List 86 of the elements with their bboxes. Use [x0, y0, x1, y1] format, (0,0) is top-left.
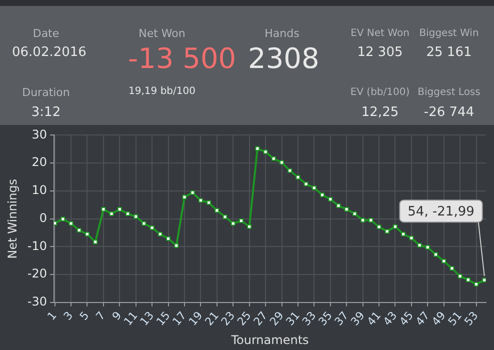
point	[304, 182, 308, 186]
point	[222, 214, 228, 220]
point	[206, 200, 212, 205]
point	[328, 197, 333, 202]
x-tick-label: 3	[61, 309, 76, 323]
text: 2308	[248, 42, 320, 75]
point	[368, 218, 374, 222]
point	[134, 214, 138, 219]
point	[344, 207, 349, 212]
x-axis-title: Tournaments	[230, 332, 309, 347]
point	[230, 221, 236, 226]
point	[376, 224, 382, 230]
x-tick-label: 1	[44, 309, 60, 323]
text: -13 500	[128, 42, 236, 75]
point	[84, 232, 90, 236]
y-tick-label: -20	[27, 266, 47, 281]
point	[60, 216, 66, 222]
y-tick-label: 0	[39, 210, 47, 225]
y-tick-label: -10	[27, 238, 47, 253]
x-tick-label: 7	[93, 309, 108, 323]
text: EV (bb/100)	[349, 87, 411, 98]
point	[352, 212, 357, 216]
point	[158, 232, 162, 236]
point	[425, 244, 430, 250]
point	[279, 160, 284, 165]
y-tick-label: 20	[32, 155, 47, 170]
point	[150, 225, 154, 230]
point	[263, 150, 268, 154]
point	[247, 224, 252, 229]
point	[401, 232, 406, 236]
point	[68, 221, 74, 226]
y-tick-label: -30	[27, 294, 47, 309]
point	[466, 278, 470, 282]
point	[182, 194, 187, 200]
text: Date	[32, 27, 60, 40]
point	[214, 208, 220, 213]
point	[255, 146, 260, 151]
point	[117, 207, 122, 212]
point	[142, 221, 146, 226]
text: Biggest Loss	[416, 87, 482, 98]
point	[174, 243, 179, 248]
point	[288, 168, 292, 173]
point	[442, 258, 446, 264]
text: 19,19 bb/100	[128, 86, 196, 97]
y-axis-title: Net Winnings	[5, 178, 20, 259]
point	[458, 274, 462, 278]
x-tick-label: 41	[364, 309, 384, 328]
point	[392, 224, 398, 229]
x-tick-label: 17	[170, 309, 189, 328]
text: Duration	[21, 86, 71, 100]
text: 12,25	[360, 105, 400, 120]
point	[190, 190, 195, 195]
text: Biggest Win	[418, 28, 480, 39]
text: 3:12	[30, 105, 62, 120]
annotation: 54, -21,99	[408, 204, 474, 220]
point	[482, 278, 486, 282]
text: Hands	[264, 27, 300, 40]
point	[166, 236, 171, 241]
point	[409, 236, 414, 240]
text: 12 305	[356, 45, 404, 60]
text: Net Won	[138, 27, 186, 40]
point	[296, 175, 300, 180]
point	[336, 203, 341, 208]
point	[271, 156, 276, 161]
point	[238, 218, 244, 224]
text: EV Net Won	[350, 28, 410, 39]
y-tick-label: 30	[32, 127, 47, 142]
point	[450, 266, 454, 271]
point	[101, 207, 106, 212]
point	[109, 212, 114, 216]
point	[312, 186, 316, 190]
point	[474, 282, 479, 287]
point	[433, 252, 438, 257]
point	[76, 228, 82, 232]
y-tick-label: 10	[32, 183, 47, 198]
point	[360, 218, 366, 222]
x-tick-label: 5	[77, 309, 92, 323]
text: 06.02.2016	[12, 45, 86, 60]
point	[93, 240, 98, 244]
point	[198, 198, 203, 203]
text: 25 161	[425, 45, 473, 60]
point	[125, 212, 130, 216]
text: -26 744	[422, 105, 476, 120]
point	[384, 229, 390, 234]
point	[417, 243, 422, 248]
point	[320, 192, 325, 198]
